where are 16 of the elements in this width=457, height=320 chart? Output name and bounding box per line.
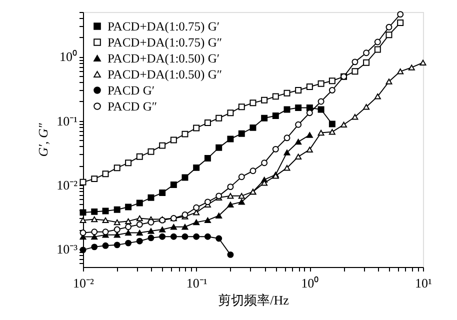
legend-label: PACD G′ (108, 83, 155, 98)
x-tick-label: 10⁻² (73, 276, 94, 290)
y-tick-label: 10⁻² (56, 177, 78, 192)
y-tick-label: 10⁻¹ (56, 113, 78, 128)
legend-label: PACD+DA(1:0.50) G′ (108, 51, 220, 66)
y-tick-label: 10⁰ (60, 49, 78, 64)
y-axis-title: G′, G″ (36, 122, 51, 157)
x-tick-label: 10⁰ (301, 276, 320, 290)
legend-label: PACD+DA(1:0.50) G″ (108, 67, 222, 82)
x-axis-title: 剪切频率/Hz (218, 292, 290, 308)
y-tick-label: 10⁻³ (56, 241, 78, 256)
legend-label: PACD+DA(1:0.75) G′ (108, 19, 220, 34)
legend-label: PACD G″ (108, 99, 158, 114)
x-tick-label: 10⁻¹ (186, 276, 208, 290)
x-tick-label: 10¹ (415, 276, 432, 290)
legend-label: PACD+DA(1:0.75) G″ (108, 35, 222, 50)
